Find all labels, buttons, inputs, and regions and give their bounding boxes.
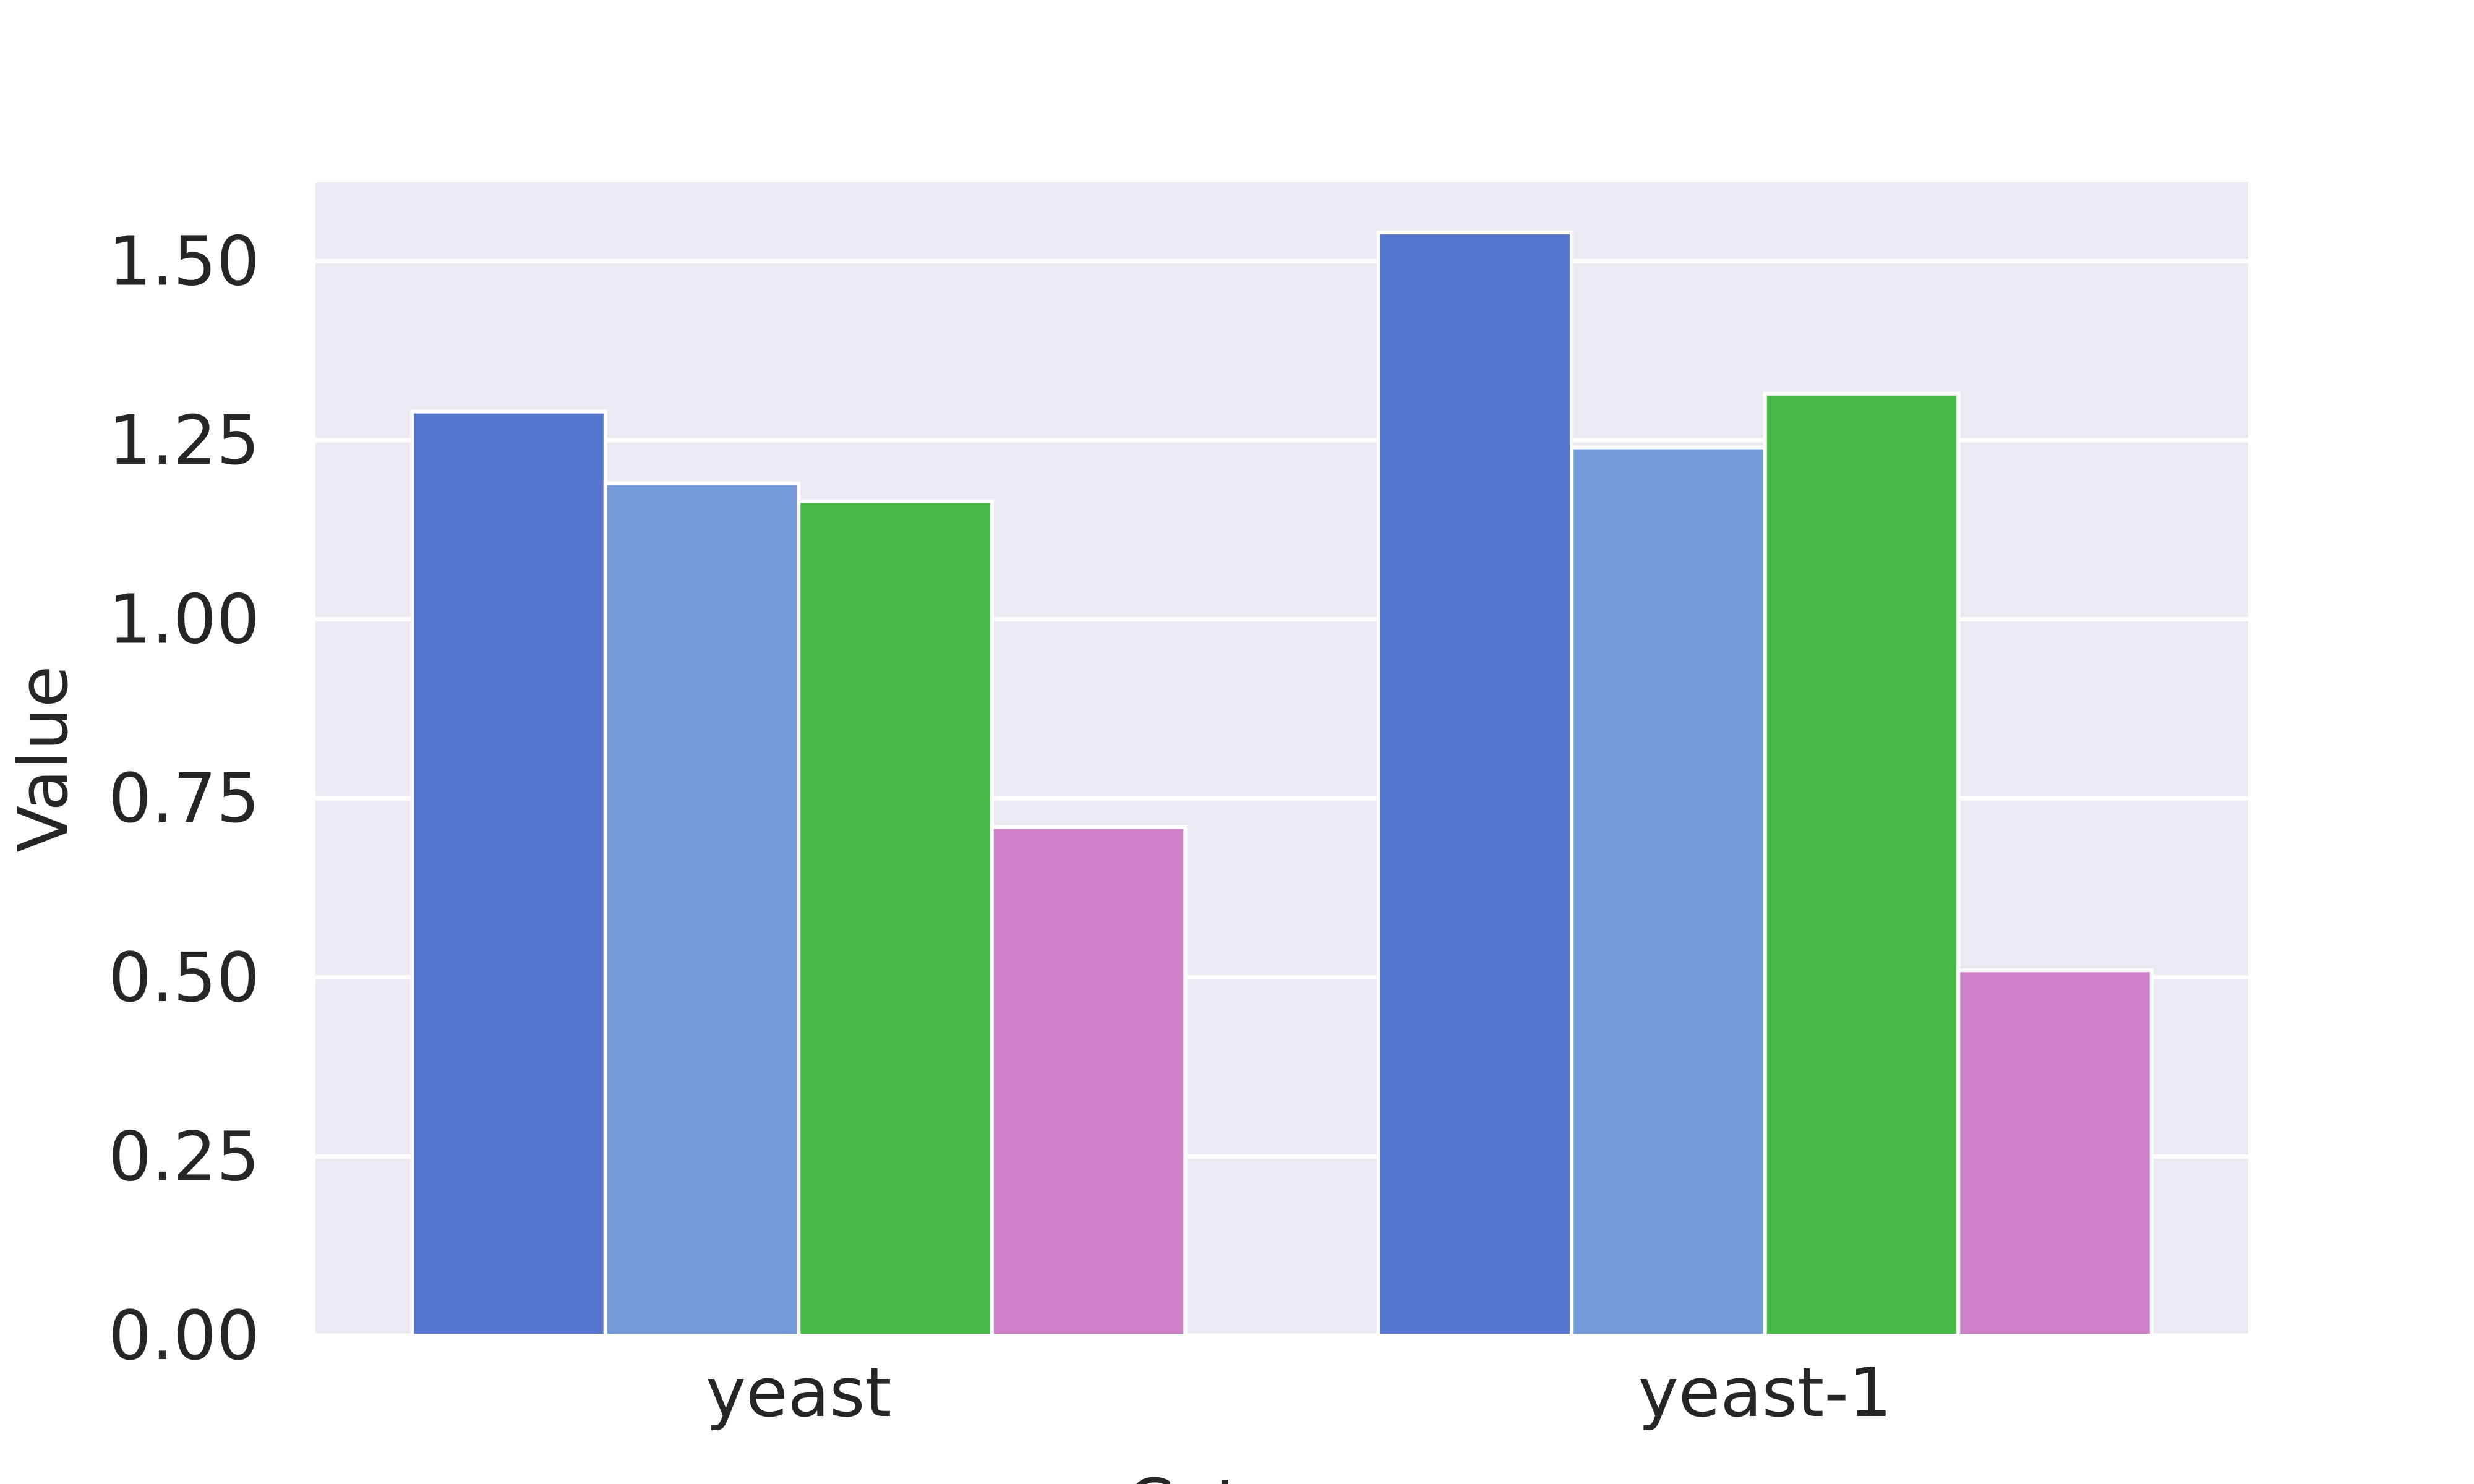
y-tick-label: 0.75 — [108, 759, 260, 838]
y-tick-labels: 0.00 0.25 0.50 0.75 1.00 1.25 1.50 — [108, 221, 260, 1375]
y-tick-label: 0.00 — [108, 1296, 260, 1375]
bar-yeast-series-2 — [603, 481, 801, 1337]
bars — [410, 231, 2154, 1338]
bar-yeast-1-series-2 — [1570, 445, 1767, 1337]
y-axis-label: Value — [4, 665, 83, 852]
y-tick-label: 1.50 — [108, 221, 260, 301]
bar-yeast-series-4 — [990, 825, 1188, 1338]
y-tick-label: 0.25 — [108, 1117, 260, 1196]
x-tick-labels: yeast yeast-1 — [706, 1353, 1892, 1432]
bar-yeast-1-series-1 — [1376, 231, 1574, 1338]
bar-yeast-series-3 — [797, 499, 994, 1338]
bar-yeast-1-series-3 — [1763, 391, 1961, 1337]
y-tick-label: 1.00 — [108, 580, 260, 659]
y-tick-label: 1.25 — [108, 401, 260, 480]
x-tick-label: yeast — [706, 1353, 892, 1432]
bar-yeast-series-1 — [410, 409, 607, 1337]
bar-yeast-1-series-4 — [1956, 968, 2154, 1337]
x-axis-label: Category — [1126, 1464, 1437, 1484]
x-tick-label: yeast-1 — [1638, 1353, 1892, 1432]
y-tick-label: 0.50 — [108, 938, 260, 1017]
